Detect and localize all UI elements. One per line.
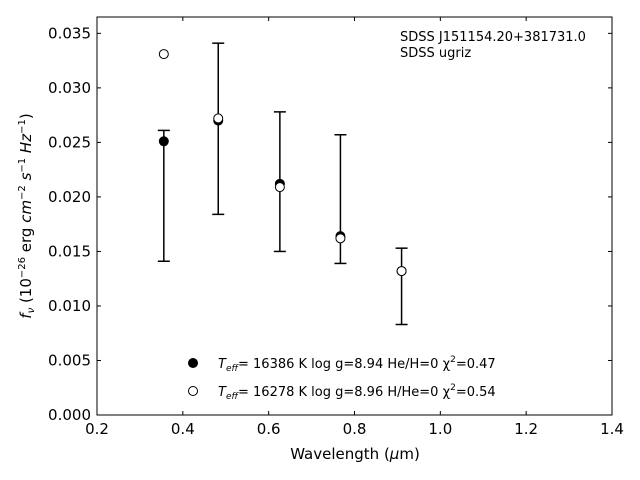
x-tick-label: 1.2 xyxy=(514,420,538,438)
filter-annotation: SDSS ugriz xyxy=(400,46,471,61)
x-tick-label: 0.2 xyxy=(85,420,109,438)
x-tick-label: 1.4 xyxy=(600,420,624,438)
y-axis-title: fν (10−26 erg cm−2 s−1 Hz−1) xyxy=(17,113,37,318)
x-tick-label: 0.4 xyxy=(171,420,195,438)
axis-ticks: 0.2 0.4 0.6 0.8 1.0 1.2 1.4 0.000 0.005 0.010 0.01… xyxy=(48,17,624,438)
point-open xyxy=(396,266,407,277)
y-tick-label: 0.000 xyxy=(48,406,91,424)
legend-marker-open xyxy=(188,386,198,396)
x-tick-label: 0.6 xyxy=(257,420,281,438)
data-points xyxy=(158,49,407,277)
y-tick-label: 0.010 xyxy=(48,297,91,315)
plot-frame xyxy=(96,16,613,416)
point-open xyxy=(158,49,169,60)
legend-label-db: Teff= 16278 K log g=8.96 H/He=0 χ2=0.54 xyxy=(218,383,496,402)
y-tick-label: 0.035 xyxy=(48,24,91,42)
legend-label-da: Teff= 16386 K log g=8.94 He/H=0 χ2=0.47 xyxy=(218,355,496,374)
y-tick-label: 0.015 xyxy=(48,242,91,260)
point-open xyxy=(335,233,346,244)
y-tick-label: 0.030 xyxy=(48,79,91,97)
point-filled xyxy=(158,136,169,147)
point-open xyxy=(213,113,224,124)
legend: Teff= 16386 K log g=8.94 He/H=0 χ2=0.47 … xyxy=(188,355,496,402)
point-open xyxy=(274,182,285,193)
x-tick-label: 1.0 xyxy=(428,420,452,438)
y-tick-label: 0.020 xyxy=(48,188,91,206)
x-tick-label: 0.8 xyxy=(343,420,367,438)
y-tick-label: 0.025 xyxy=(48,133,91,151)
y-tick-label: 0.005 xyxy=(48,351,91,369)
legend-marker-filled xyxy=(188,358,198,368)
x-axis-title: Wavelength (μm) xyxy=(290,445,420,463)
object-annotation: SDSS J151154.20+381731.0 xyxy=(400,30,586,45)
